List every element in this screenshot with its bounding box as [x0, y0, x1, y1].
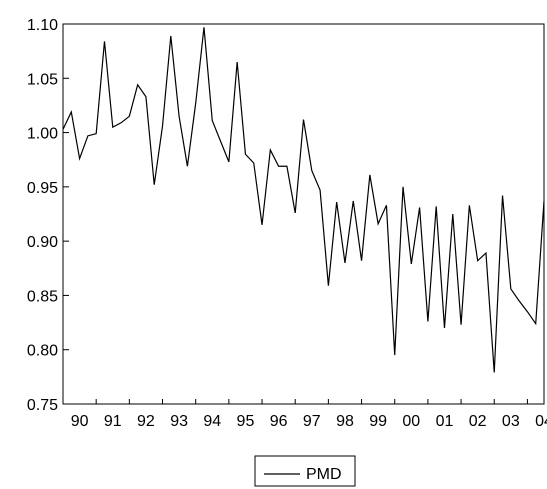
x-tick-label: 01: [436, 413, 454, 430]
legend-box: [254, 455, 356, 487]
y-tick-label: 0.80: [27, 343, 58, 360]
x-tick-label: 98: [336, 413, 354, 430]
x-tick-label: 91: [104, 413, 122, 430]
y-tick-label: 1.10: [27, 17, 58, 34]
x-tick-label: 00: [402, 413, 420, 430]
x-tick-label: 04: [535, 413, 547, 430]
x-tick-label: 90: [71, 413, 89, 430]
y-tick-label: 0.95: [27, 180, 58, 197]
x-axis: 90 91 92 93 94 95 96 97 98 99 00 01 02 03 04: [62, 399, 547, 430]
pmd-series-line: [62, 27, 545, 373]
y-tick-label: 1.00: [27, 126, 58, 143]
legend: PMD: [254, 455, 356, 487]
x-tick-label: 99: [369, 413, 387, 430]
y-tick-label: 0.90: [27, 234, 58, 251]
x-tick-label: 92: [137, 413, 155, 430]
y-axis: 0.75 0.80 0.85 0.90 0.95 1.00 1.05 1.10: [27, 17, 69, 414]
x-tick-label: 96: [270, 413, 288, 430]
x-tick-label: 03: [502, 413, 520, 430]
x-tick-label: 02: [469, 413, 487, 430]
x-tick-label: 93: [170, 413, 188, 430]
x-tick-label: 94: [203, 413, 221, 430]
legend-label-pmd: PMD: [306, 466, 342, 483]
plot-frame: [62, 23, 545, 405]
y-tick-label: 0.75: [27, 397, 58, 414]
y-tick-label: 0.85: [27, 288, 58, 305]
x-tick-label: 95: [237, 413, 255, 430]
y-tick-label: 1.05: [27, 71, 58, 88]
x-tick-label: 97: [303, 413, 321, 430]
